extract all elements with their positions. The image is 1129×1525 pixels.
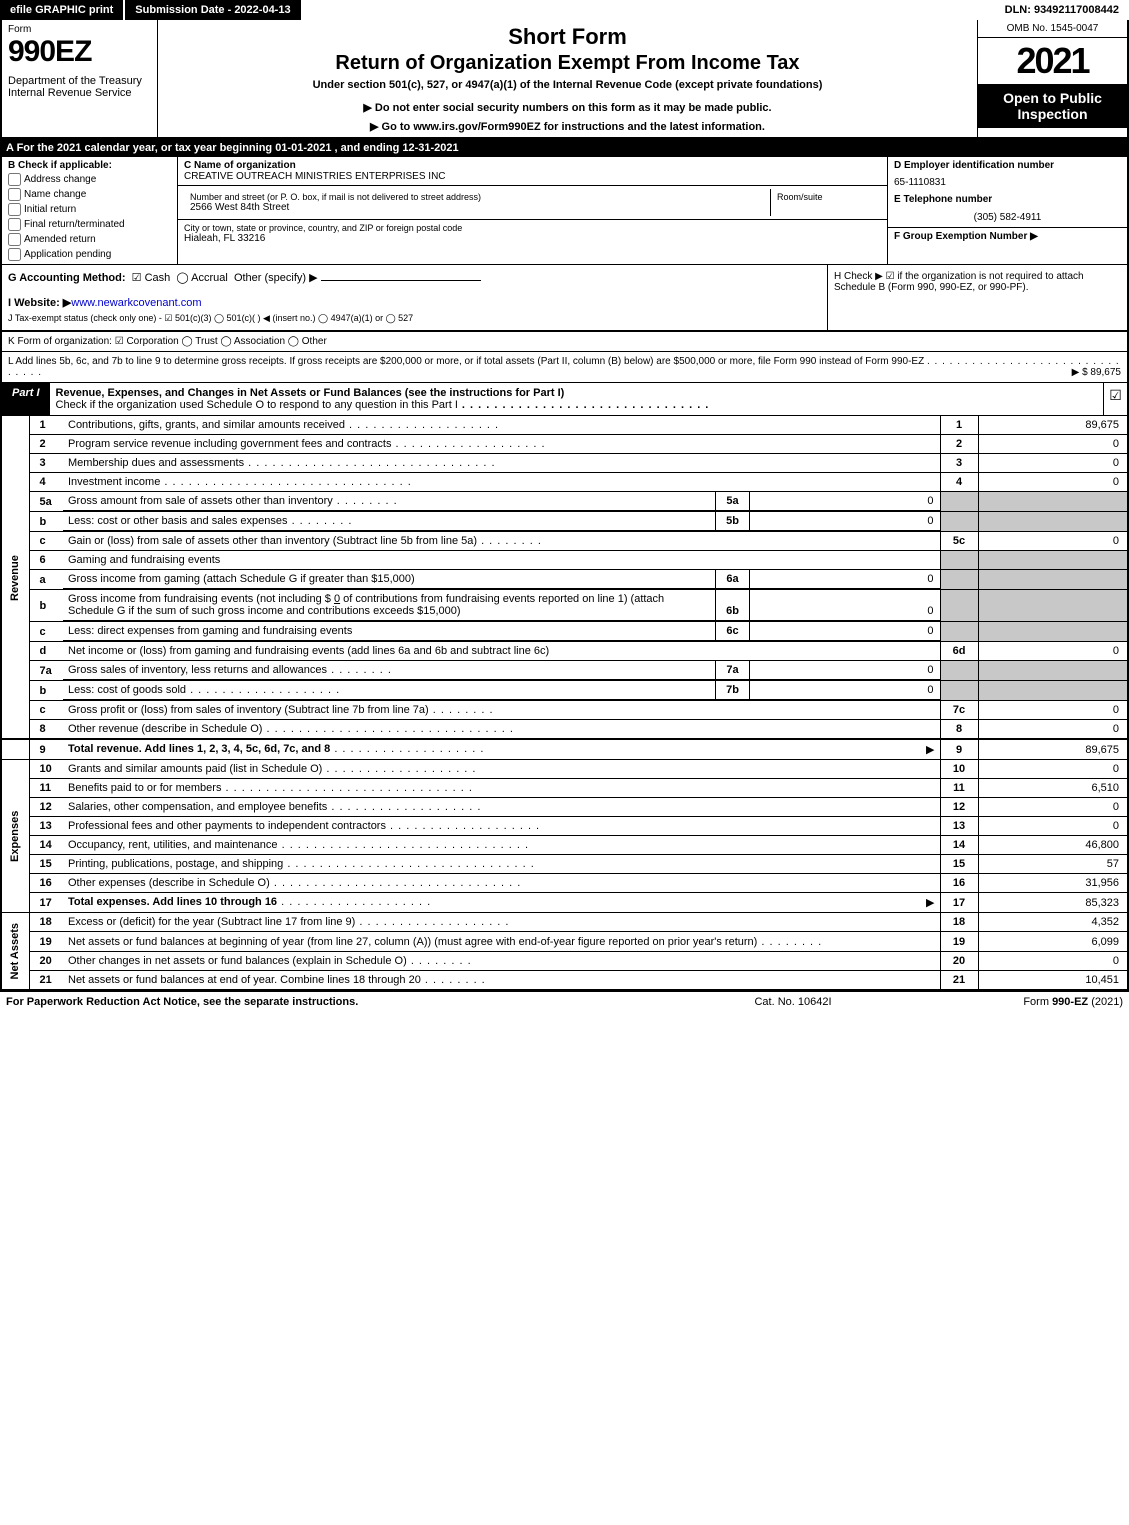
column-b-checkboxes: B Check if applicable: Address change Na…	[2, 157, 178, 264]
omb-number: OMB No. 1545-0047	[978, 20, 1127, 38]
line-11: 11Benefits paid to or for members116,510	[1, 779, 1128, 798]
website-row: I Website: ▶www.newarkcovenant.com	[8, 296, 821, 309]
line-8: 8Other revenue (describe in Schedule O)8…	[1, 720, 1128, 740]
line-13: 13Professional fees and other payments t…	[1, 817, 1128, 836]
line-6: 6Gaming and fundraising events	[1, 551, 1128, 570]
section-b-header: B Check if applicable:	[8, 160, 171, 171]
line-9: 9Total revenue. Add lines 1, 2, 3, 4, 5c…	[1, 739, 1128, 760]
column-c-org-info: C Name of organization CREATIVE OUTREACH…	[178, 157, 887, 264]
form-id-block: Form 990EZ Department of the Treasury In…	[2, 20, 158, 137]
line-12: 12Salaries, other compensation, and empl…	[1, 798, 1128, 817]
line-7c: cGross profit or (loss) from sales of in…	[1, 701, 1128, 720]
revenue-side-label: Revenue	[1, 416, 29, 739]
line-16: 16Other expenses (describe in Schedule O…	[1, 874, 1128, 893]
row-g-h: G Accounting Method: ☑ Cash ◯ Accrual Ot…	[0, 264, 1129, 330]
checkbox-initial-return[interactable]: Initial return	[8, 203, 171, 216]
website-link[interactable]: www.newarkcovenant.com	[71, 297, 201, 309]
instructions-link[interactable]: ▶ Go to www.irs.gov/Form990EZ for instru…	[166, 120, 969, 133]
line-5a: 5aGross amount from sale of assets other…	[1, 492, 1128, 512]
form-meta-block: OMB No. 1545-0047 2021 Open to Public In…	[977, 20, 1127, 137]
tax-year: 2021	[978, 38, 1127, 84]
checkbox-name-change[interactable]: Name change	[8, 188, 171, 201]
line-5b: bLess: cost or other basis and sales exp…	[1, 512, 1128, 532]
section-b-c-d: B Check if applicable: Address change Na…	[0, 157, 1129, 264]
checkbox-application-pending[interactable]: Application pending	[8, 248, 171, 261]
column-d-ein: D Employer identification number 65-1110…	[887, 157, 1127, 264]
form-title-block: Short Form Return of Organization Exempt…	[158, 20, 977, 137]
org-city-row: City or town, state or province, country…	[178, 220, 887, 247]
form-number: 990EZ	[8, 35, 151, 69]
line-10: Expenses 10Grants and similar amounts pa…	[1, 760, 1128, 779]
footer-formref: Form 990-EZ (2021)	[923, 996, 1123, 1008]
checkbox-address-change[interactable]: Address change	[8, 173, 171, 186]
form-title: Return of Organization Exempt From Incom…	[166, 52, 969, 75]
ein-value: 65-1110831	[888, 174, 1127, 191]
line-3: 3Membership dues and assessments30	[1, 454, 1128, 473]
org-name: CREATIVE OUTREACH MINISTRIES ENTERPRISES…	[184, 171, 881, 182]
telephone-value: (305) 582-4911	[888, 208, 1127, 227]
line-6b: bGross income from fundraising events (n…	[1, 590, 1128, 622]
netassets-side-label: Net Assets	[1, 913, 29, 990]
org-street: 2566 West 84th Street	[190, 202, 764, 213]
line-20: 20Other changes in net assets or fund ba…	[1, 951, 1128, 970]
line-6a: aGross income from gaming (attach Schedu…	[1, 570, 1128, 590]
privacy-note: ▶ Do not enter social security numbers o…	[166, 101, 969, 114]
line-6c: cLess: direct expenses from gaming and f…	[1, 622, 1128, 642]
dln-number: DLN: 93492117008442	[995, 0, 1129, 20]
row-l: L Add lines 5b, 6c, and 7b to line 9 to …	[0, 352, 1129, 383]
top-bar: efile GRAPHIC print Submission Date - 20…	[0, 0, 1129, 20]
checkbox-amended-return[interactable]: Amended return	[8, 233, 171, 246]
line-5c: cGain or (loss) from sale of assets othe…	[1, 532, 1128, 551]
checkbox-final-return[interactable]: Final return/terminated	[8, 218, 171, 231]
line-2: 2Program service revenue including gover…	[1, 435, 1128, 454]
org-city: Hialeah, FL 33216	[184, 233, 881, 244]
part-1-table: Revenue 1Contributions, gifts, grants, a…	[0, 416, 1129, 990]
footer-notice: For Paperwork Reduction Act Notice, see …	[6, 996, 663, 1008]
line-4: 4Investment income40	[1, 473, 1128, 492]
org-name-row: C Name of organization CREATIVE OUTREACH…	[178, 157, 887, 186]
section-h: H Check ▶ ☑ if the organization is not r…	[827, 265, 1127, 330]
form-header: Form 990EZ Department of the Treasury In…	[0, 20, 1129, 139]
form-label: Form	[8, 24, 151, 35]
department-label: Department of the Treasury Internal Reve…	[8, 75, 151, 99]
line-15: 15Printing, publications, postage, and s…	[1, 855, 1128, 874]
line-7b: bLess: cost of goods sold7b0	[1, 681, 1128, 701]
expenses-side-label: Expenses	[1, 760, 29, 913]
line-14: 14Occupancy, rent, utilities, and mainte…	[1, 836, 1128, 855]
tax-exempt-status: J Tax-exempt status (check only one) - ☑…	[8, 313, 821, 324]
accounting-method: G Accounting Method: ☑ Cash ◯ Accrual Ot…	[8, 271, 821, 284]
line-19: 19Net assets or fund balances at beginni…	[1, 932, 1128, 951]
line-a-tax-year: A For the 2021 calendar year, or tax yea…	[0, 139, 1129, 157]
short-form-label: Short Form	[166, 24, 969, 50]
footer-catno: Cat. No. 10642I	[663, 996, 923, 1008]
part1-checkbox[interactable]: ☑	[1103, 383, 1127, 415]
submission-date: Submission Date - 2022-04-13	[123, 0, 300, 20]
efile-print-button[interactable]: efile GRAPHIC print	[0, 0, 123, 20]
line-21: 21Net assets or fund balances at end of …	[1, 971, 1128, 990]
line-7a: 7aGross sales of inventory, less returns…	[1, 661, 1128, 681]
line-18: Net Assets 18Excess or (deficit) for the…	[1, 913, 1128, 932]
part-1-header: Part I Revenue, Expenses, and Changes in…	[0, 383, 1129, 416]
row-k: K Form of organization: ☑ Corporation ◯ …	[0, 330, 1129, 352]
line-17: 17Total expenses. Add lines 10 through 1…	[1, 893, 1128, 913]
org-street-row: Number and street (or P. O. box, if mail…	[178, 186, 887, 220]
line-6d: dNet income or (loss) from gaming and fu…	[1, 642, 1128, 661]
open-to-public: Open to Public Inspection	[978, 84, 1127, 128]
form-subtitle: Under section 501(c), 527, or 4947(a)(1)…	[166, 79, 969, 91]
line-1: Revenue 1Contributions, gifts, grants, a…	[1, 416, 1128, 435]
page-footer: For Paperwork Reduction Act Notice, see …	[0, 990, 1129, 1012]
